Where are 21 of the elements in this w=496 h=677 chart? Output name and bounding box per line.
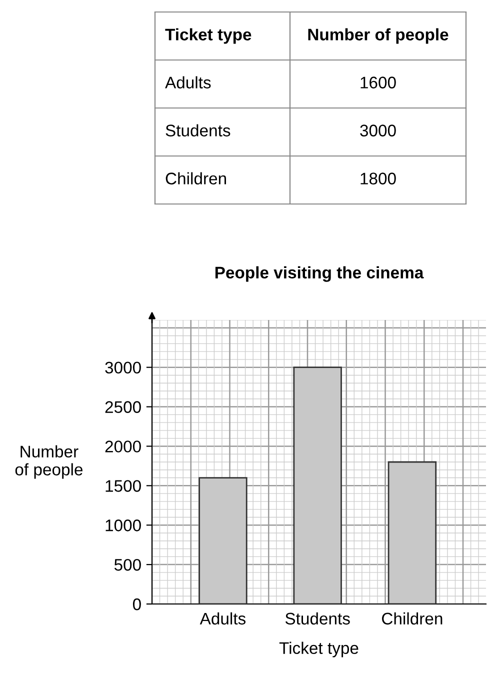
y-tick-label: 0 (132, 598, 141, 610)
y-tick-label: 2500 (105, 401, 141, 413)
x-axis-title: Ticket type (279, 642, 358, 658)
y-tick-label: 1500 (106, 480, 141, 492)
y-tick-label: 2000 (105, 440, 141, 452)
text: Number of people (308, 28, 448, 44)
text: 3000 (360, 124, 396, 136)
y-tick-label: 1000 (106, 520, 141, 532)
chart-title: People visiting the cinema (215, 266, 424, 282)
x-tick-label: Children (382, 612, 442, 625)
text: Adults (165, 76, 211, 88)
text: 1600 (360, 76, 396, 88)
y-tick-label: 3000 (105, 362, 141, 374)
y-axis-title: Number of people (15, 445, 83, 479)
text: Ticket type (165, 28, 252, 44)
text: Students (166, 124, 230, 136)
x-tick-label: Students (285, 612, 350, 625)
y-tick-label: 500 (114, 558, 141, 571)
x-tick-label: Adults (200, 612, 246, 625)
text: 1800 (360, 172, 396, 184)
text: Children (166, 172, 226, 184)
